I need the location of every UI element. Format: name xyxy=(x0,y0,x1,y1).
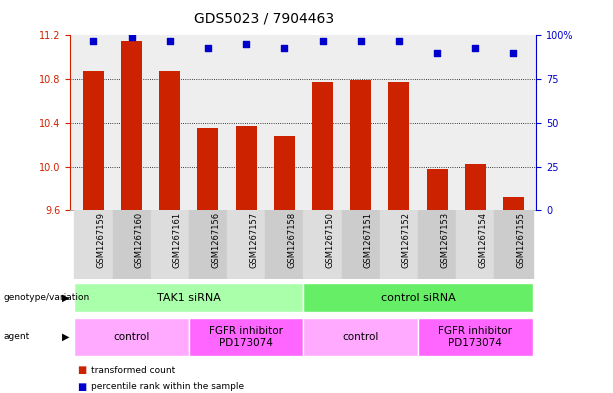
Point xyxy=(242,41,251,47)
Text: GSM1267157: GSM1267157 xyxy=(249,212,258,268)
Point xyxy=(88,37,98,44)
Bar xyxy=(74,283,303,312)
Text: GSM1267150: GSM1267150 xyxy=(326,212,335,268)
Text: FGFR inhibitor
PD173074: FGFR inhibitor PD173074 xyxy=(209,326,283,348)
Text: control: control xyxy=(113,332,150,342)
Bar xyxy=(418,318,533,356)
Point xyxy=(470,44,480,51)
Bar xyxy=(494,210,533,279)
Text: percentile rank within the sample: percentile rank within the sample xyxy=(91,382,244,391)
Text: GSM1267153: GSM1267153 xyxy=(440,212,449,268)
Bar xyxy=(227,210,265,279)
Bar xyxy=(350,80,371,210)
Text: genotype/variation: genotype/variation xyxy=(3,293,89,302)
Text: GSM1267159: GSM1267159 xyxy=(96,212,105,268)
Point xyxy=(127,34,137,40)
Text: GSM1267161: GSM1267161 xyxy=(173,212,182,268)
Bar xyxy=(265,210,303,279)
Bar xyxy=(274,136,295,210)
Bar xyxy=(418,210,456,279)
Text: control: control xyxy=(343,332,379,342)
Bar xyxy=(303,283,533,312)
Text: FGFR inhibitor
PD173074: FGFR inhibitor PD173074 xyxy=(438,326,512,348)
Bar xyxy=(427,169,447,210)
Text: GDS5023 / 7904463: GDS5023 / 7904463 xyxy=(194,12,333,26)
Bar xyxy=(303,210,341,279)
Text: GSM1267155: GSM1267155 xyxy=(517,212,525,268)
Text: GSM1267160: GSM1267160 xyxy=(135,212,143,268)
Bar xyxy=(389,83,409,210)
Bar xyxy=(380,210,418,279)
Bar xyxy=(341,210,380,279)
Bar xyxy=(113,210,151,279)
Text: TAK1 siRNA: TAK1 siRNA xyxy=(157,293,221,303)
Point xyxy=(356,37,365,44)
Text: agent: agent xyxy=(3,332,29,342)
Text: GSM1267158: GSM1267158 xyxy=(287,212,297,268)
Text: transformed count: transformed count xyxy=(91,366,175,375)
Bar xyxy=(74,210,113,279)
Bar xyxy=(312,83,333,210)
Bar xyxy=(197,128,218,210)
Text: GSM1267154: GSM1267154 xyxy=(478,212,487,268)
Point xyxy=(280,44,289,51)
Bar xyxy=(121,41,142,210)
Bar xyxy=(189,318,303,356)
Bar xyxy=(189,210,227,279)
Text: ■: ■ xyxy=(77,365,86,375)
Text: GSM1267156: GSM1267156 xyxy=(211,212,220,268)
Bar xyxy=(74,318,189,356)
Point xyxy=(432,50,442,56)
Bar xyxy=(456,210,494,279)
Bar xyxy=(159,72,180,210)
Point xyxy=(509,50,519,56)
Text: GSM1267151: GSM1267151 xyxy=(364,212,373,268)
Point xyxy=(203,44,213,51)
Point xyxy=(165,37,175,44)
Bar xyxy=(151,210,189,279)
Text: ■: ■ xyxy=(77,382,86,392)
Bar xyxy=(503,197,524,210)
Point xyxy=(318,37,327,44)
Text: ▶: ▶ xyxy=(63,293,70,303)
Text: ▶: ▶ xyxy=(63,332,70,342)
Text: GSM1267152: GSM1267152 xyxy=(402,212,411,268)
Point xyxy=(394,37,404,44)
Bar xyxy=(465,164,485,210)
Bar xyxy=(235,126,257,210)
Bar xyxy=(303,318,418,356)
Text: control siRNA: control siRNA xyxy=(381,293,455,303)
Bar xyxy=(83,72,104,210)
